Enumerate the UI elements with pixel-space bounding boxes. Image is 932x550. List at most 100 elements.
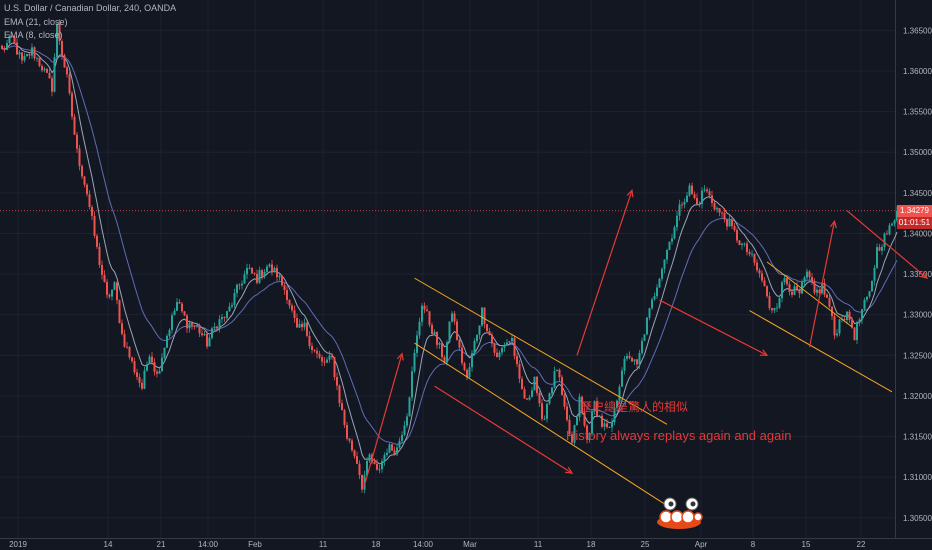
candle-body[interactable] bbox=[171, 315, 173, 331]
candle-body[interactable] bbox=[753, 253, 756, 263]
candle-body[interactable] bbox=[308, 335, 311, 347]
candle-body[interactable] bbox=[298, 323, 301, 328]
candle-body[interactable] bbox=[663, 259, 666, 269]
candle-body[interactable] bbox=[96, 235, 98, 247]
candle-body[interactable] bbox=[468, 367, 471, 378]
candle-body[interactable] bbox=[68, 74, 71, 94]
candle-body[interactable] bbox=[496, 352, 498, 358]
candle-body[interactable] bbox=[313, 349, 316, 351]
candle-body[interactable] bbox=[806, 271, 808, 278]
candle-body[interactable] bbox=[798, 289, 801, 294]
candle-body[interactable] bbox=[176, 302, 178, 311]
candle-body[interactable] bbox=[341, 403, 343, 411]
candle-body[interactable] bbox=[273, 267, 276, 273]
candle-body[interactable] bbox=[551, 387, 553, 394]
candle-body[interactable] bbox=[733, 226, 736, 231]
candle-body[interactable] bbox=[486, 324, 488, 332]
trend-arrow[interactable] bbox=[576, 190, 633, 356]
candle-body[interactable] bbox=[533, 376, 536, 391]
candle-body[interactable] bbox=[846, 311, 848, 320]
english-annotation[interactable]: History always replays again and again bbox=[566, 428, 792, 443]
candle-body[interactable] bbox=[108, 294, 111, 297]
candle-body[interactable] bbox=[431, 324, 433, 335]
candle-body[interactable] bbox=[218, 319, 221, 329]
candle-body[interactable] bbox=[708, 191, 711, 196]
candle-body[interactable] bbox=[358, 463, 361, 475]
candle-body[interactable] bbox=[236, 284, 238, 294]
candle-body[interactable] bbox=[101, 265, 103, 275]
candle-body[interactable] bbox=[196, 325, 198, 326]
candle-body[interactable] bbox=[318, 353, 321, 358]
candle-body[interactable] bbox=[491, 335, 493, 344]
candle-body[interactable] bbox=[3, 48, 6, 50]
candle-body[interactable] bbox=[403, 425, 406, 436]
candle-body[interactable] bbox=[526, 398, 528, 400]
candle-body[interactable] bbox=[311, 346, 313, 350]
candle-body[interactable] bbox=[681, 204, 683, 206]
candle-body[interactable] bbox=[38, 57, 41, 66]
candle-body[interactable] bbox=[631, 357, 633, 362]
candle-body[interactable] bbox=[626, 355, 628, 359]
candle-body[interactable] bbox=[423, 305, 426, 310]
candle-body[interactable] bbox=[726, 219, 728, 227]
candle-body[interactable] bbox=[26, 54, 28, 57]
candle-body[interactable] bbox=[288, 299, 291, 306]
candle-body[interactable] bbox=[323, 361, 326, 363]
candle-body[interactable] bbox=[231, 304, 233, 307]
candle-body[interactable] bbox=[56, 23, 58, 58]
candle-body[interactable] bbox=[256, 273, 258, 283]
candle-body[interactable] bbox=[408, 397, 411, 417]
candle-body[interactable] bbox=[113, 282, 116, 290]
candle-body[interactable] bbox=[306, 322, 308, 336]
candle-body[interactable] bbox=[843, 319, 846, 320]
candle-body[interactable] bbox=[456, 321, 458, 340]
candle-body[interactable] bbox=[861, 309, 863, 320]
candle-body[interactable] bbox=[686, 195, 688, 203]
candle-body[interactable] bbox=[591, 411, 593, 434]
candle-body[interactable] bbox=[426, 309, 428, 312]
candle-body[interactable] bbox=[473, 341, 476, 354]
candle-body[interactable] bbox=[58, 23, 61, 42]
candle-body[interactable] bbox=[36, 57, 38, 59]
candle-body[interactable] bbox=[198, 325, 201, 334]
candle-body[interactable] bbox=[126, 346, 128, 348]
candle-body[interactable] bbox=[188, 323, 191, 329]
candle-body[interactable] bbox=[658, 278, 661, 288]
candle-body[interactable] bbox=[351, 440, 353, 451]
candle-body[interactable] bbox=[796, 286, 798, 290]
trend-arrow[interactable] bbox=[808, 221, 836, 348]
candle-body[interactable] bbox=[156, 371, 158, 374]
candle-body[interactable] bbox=[736, 230, 738, 241]
candle-body[interactable] bbox=[83, 176, 86, 185]
candle-body[interactable] bbox=[91, 206, 93, 216]
candle-body[interactable] bbox=[596, 401, 598, 417]
candle-body[interactable] bbox=[353, 450, 356, 457]
candle-body[interactable] bbox=[646, 317, 648, 335]
candle-body[interactable] bbox=[271, 264, 273, 273]
candle-body[interactable] bbox=[116, 282, 118, 301]
candle-body[interactable] bbox=[563, 394, 566, 407]
candle-body[interactable] bbox=[583, 412, 586, 426]
candle-body[interactable] bbox=[146, 364, 148, 371]
candle-body[interactable] bbox=[868, 291, 871, 297]
candle-body[interactable] bbox=[448, 321, 451, 343]
candle-body[interactable] bbox=[593, 401, 596, 412]
candle-body[interactable] bbox=[163, 347, 166, 358]
candle-body[interactable] bbox=[531, 390, 533, 398]
candle-body[interactable] bbox=[373, 462, 376, 464]
candle-body[interactable] bbox=[713, 203, 716, 210]
candle-body[interactable] bbox=[683, 202, 686, 205]
candle-body[interactable] bbox=[643, 334, 646, 341]
candle-body[interactable] bbox=[438, 343, 441, 345]
candle-body[interactable] bbox=[518, 363, 521, 379]
candle-body[interactable] bbox=[813, 282, 816, 293]
candle-body[interactable] bbox=[243, 274, 246, 284]
candle-body[interactable] bbox=[678, 204, 681, 216]
candle-body[interactable] bbox=[618, 386, 621, 401]
candle-body[interactable] bbox=[291, 305, 293, 311]
candle-body[interactable] bbox=[588, 433, 591, 440]
candle-body[interactable] bbox=[718, 208, 721, 213]
candle-body[interactable] bbox=[873, 267, 876, 281]
candle-body[interactable] bbox=[548, 393, 551, 404]
